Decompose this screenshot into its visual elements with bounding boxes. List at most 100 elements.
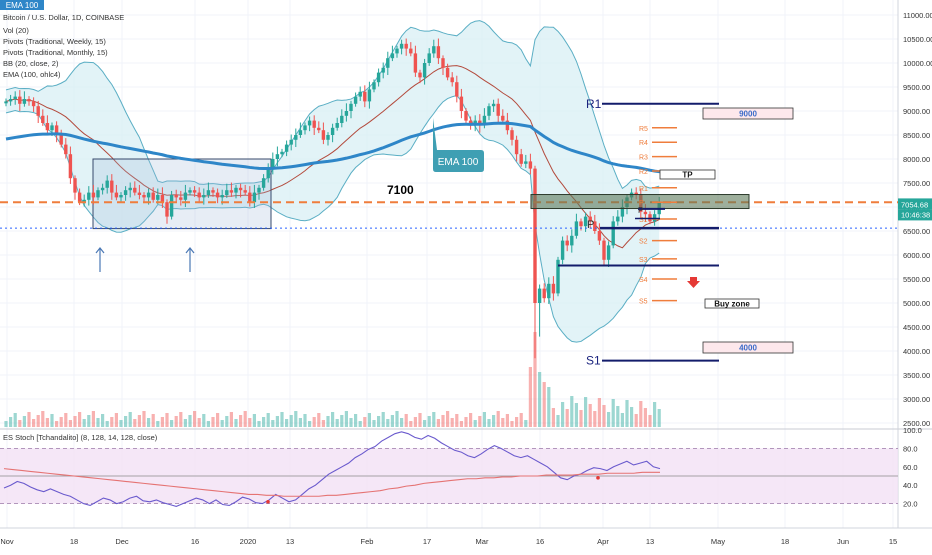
volume-bar (459, 421, 463, 427)
target-4000-box (702, 341, 794, 354)
pivot-level-label: R2 (639, 169, 648, 176)
volume-bar (584, 397, 588, 427)
candle-body (197, 192, 201, 198)
candle-body (45, 123, 50, 131)
volume-bar (91, 411, 95, 427)
candle-body (289, 139, 293, 145)
volume-bar (602, 405, 606, 427)
candle-body (551, 283, 556, 294)
time-tick-label: 18 (781, 537, 789, 546)
price-tick-label: 7500.00 (903, 179, 930, 188)
candle-body (404, 43, 408, 49)
candle-body (583, 216, 588, 227)
candle-body (409, 48, 413, 54)
candle-body (455, 82, 459, 97)
volume-bar (229, 412, 233, 427)
pivot-level-label: R4 (639, 140, 648, 147)
pivot-level-label: S4 (639, 277, 648, 284)
ema-callout-text: EMA 100 (438, 157, 479, 168)
candle-body (271, 159, 275, 169)
stoch-k-line (3, 431, 661, 507)
symbol-line: Bitcoin / U.S. Dollar, 1D, COINBASE (3, 13, 124, 22)
volume-bar (105, 421, 109, 427)
time-tick-label: 18 (70, 537, 78, 546)
candle-body (533, 168, 537, 303)
candle-body (344, 111, 349, 116)
volume-bar (478, 416, 482, 427)
candle-body (133, 187, 137, 193)
volume-bar (73, 416, 77, 427)
candle-body (31, 101, 36, 107)
candle-body (123, 190, 128, 195)
candle-body (261, 178, 266, 188)
candle-body (220, 195, 224, 198)
volume-bar (59, 417, 63, 427)
candle-body (169, 195, 174, 217)
candle-body (450, 77, 454, 83)
candle-body (432, 46, 436, 54)
volume-bar (18, 420, 22, 427)
ema-callout: EMA 100 (433, 118, 484, 172)
candle-body (257, 187, 261, 193)
oscillator-tick-label: 100.0 (903, 426, 922, 435)
candle-body (363, 91, 367, 102)
pivot-p-label: P (587, 219, 594, 231)
bollinger-basis (5, 65, 660, 249)
candle-body (597, 231, 602, 241)
volume-bar (473, 420, 477, 427)
header-badge-bg (0, 0, 44, 10)
volume-bar (344, 411, 348, 427)
volume-bar (611, 399, 615, 427)
target-9000-text: 9000 (739, 110, 757, 119)
volume-bar (179, 412, 183, 427)
volume-bar (542, 382, 546, 427)
volume-bar (225, 416, 229, 427)
volume-bar (64, 413, 68, 427)
volume-bar (78, 412, 82, 427)
candle-body (514, 139, 519, 155)
price-tick-label: 10500.00 (903, 35, 932, 44)
volume-bar (220, 420, 224, 427)
candle-body (399, 43, 404, 49)
pivot-level-label: S5 (639, 299, 648, 306)
volume-bar (450, 418, 454, 427)
candle-body (606, 245, 611, 260)
volume-bar (303, 414, 307, 427)
candle-body (128, 187, 132, 191)
candle-body (390, 53, 395, 59)
oscillator-tick-label: 80.0 (903, 444, 918, 453)
volume-bar (50, 414, 54, 427)
volume-bar (206, 421, 210, 427)
candle-body (238, 187, 243, 191)
volume-bar (170, 420, 174, 427)
candle-body (77, 192, 82, 203)
candle-body (620, 207, 625, 217)
monthly-s1-label: S1 (586, 354, 601, 368)
volume-bar (574, 403, 578, 427)
oscillator-tick-label: 20.0 (903, 500, 918, 509)
volume-bar (326, 416, 330, 427)
volume-bar (372, 420, 376, 427)
candle-body (542, 288, 546, 299)
volume-bar (418, 413, 422, 427)
volume-bar (349, 418, 353, 427)
time-tick-label: 15 (889, 537, 897, 546)
volume-bar (441, 415, 445, 427)
ema-100-line (5, 121, 660, 174)
time-tick-label: Dec (115, 537, 129, 546)
down-arrow-icon (687, 277, 700, 288)
candle-body (18, 96, 22, 104)
volume-bar (266, 413, 270, 427)
volume-bar (248, 418, 252, 427)
volume-bar (616, 406, 620, 427)
volume-bar (390, 415, 394, 427)
price-tick-label: 3500.00 (903, 371, 930, 380)
volume-bar (82, 419, 86, 427)
bollinger-upper (5, 20, 660, 190)
candle-body (165, 202, 169, 217)
indicator-legend-item: Pivots (Traditional, Weekly, 15) (3, 37, 106, 46)
candle-body (376, 72, 381, 83)
volume-bar (147, 418, 151, 427)
candle-body (519, 154, 523, 164)
